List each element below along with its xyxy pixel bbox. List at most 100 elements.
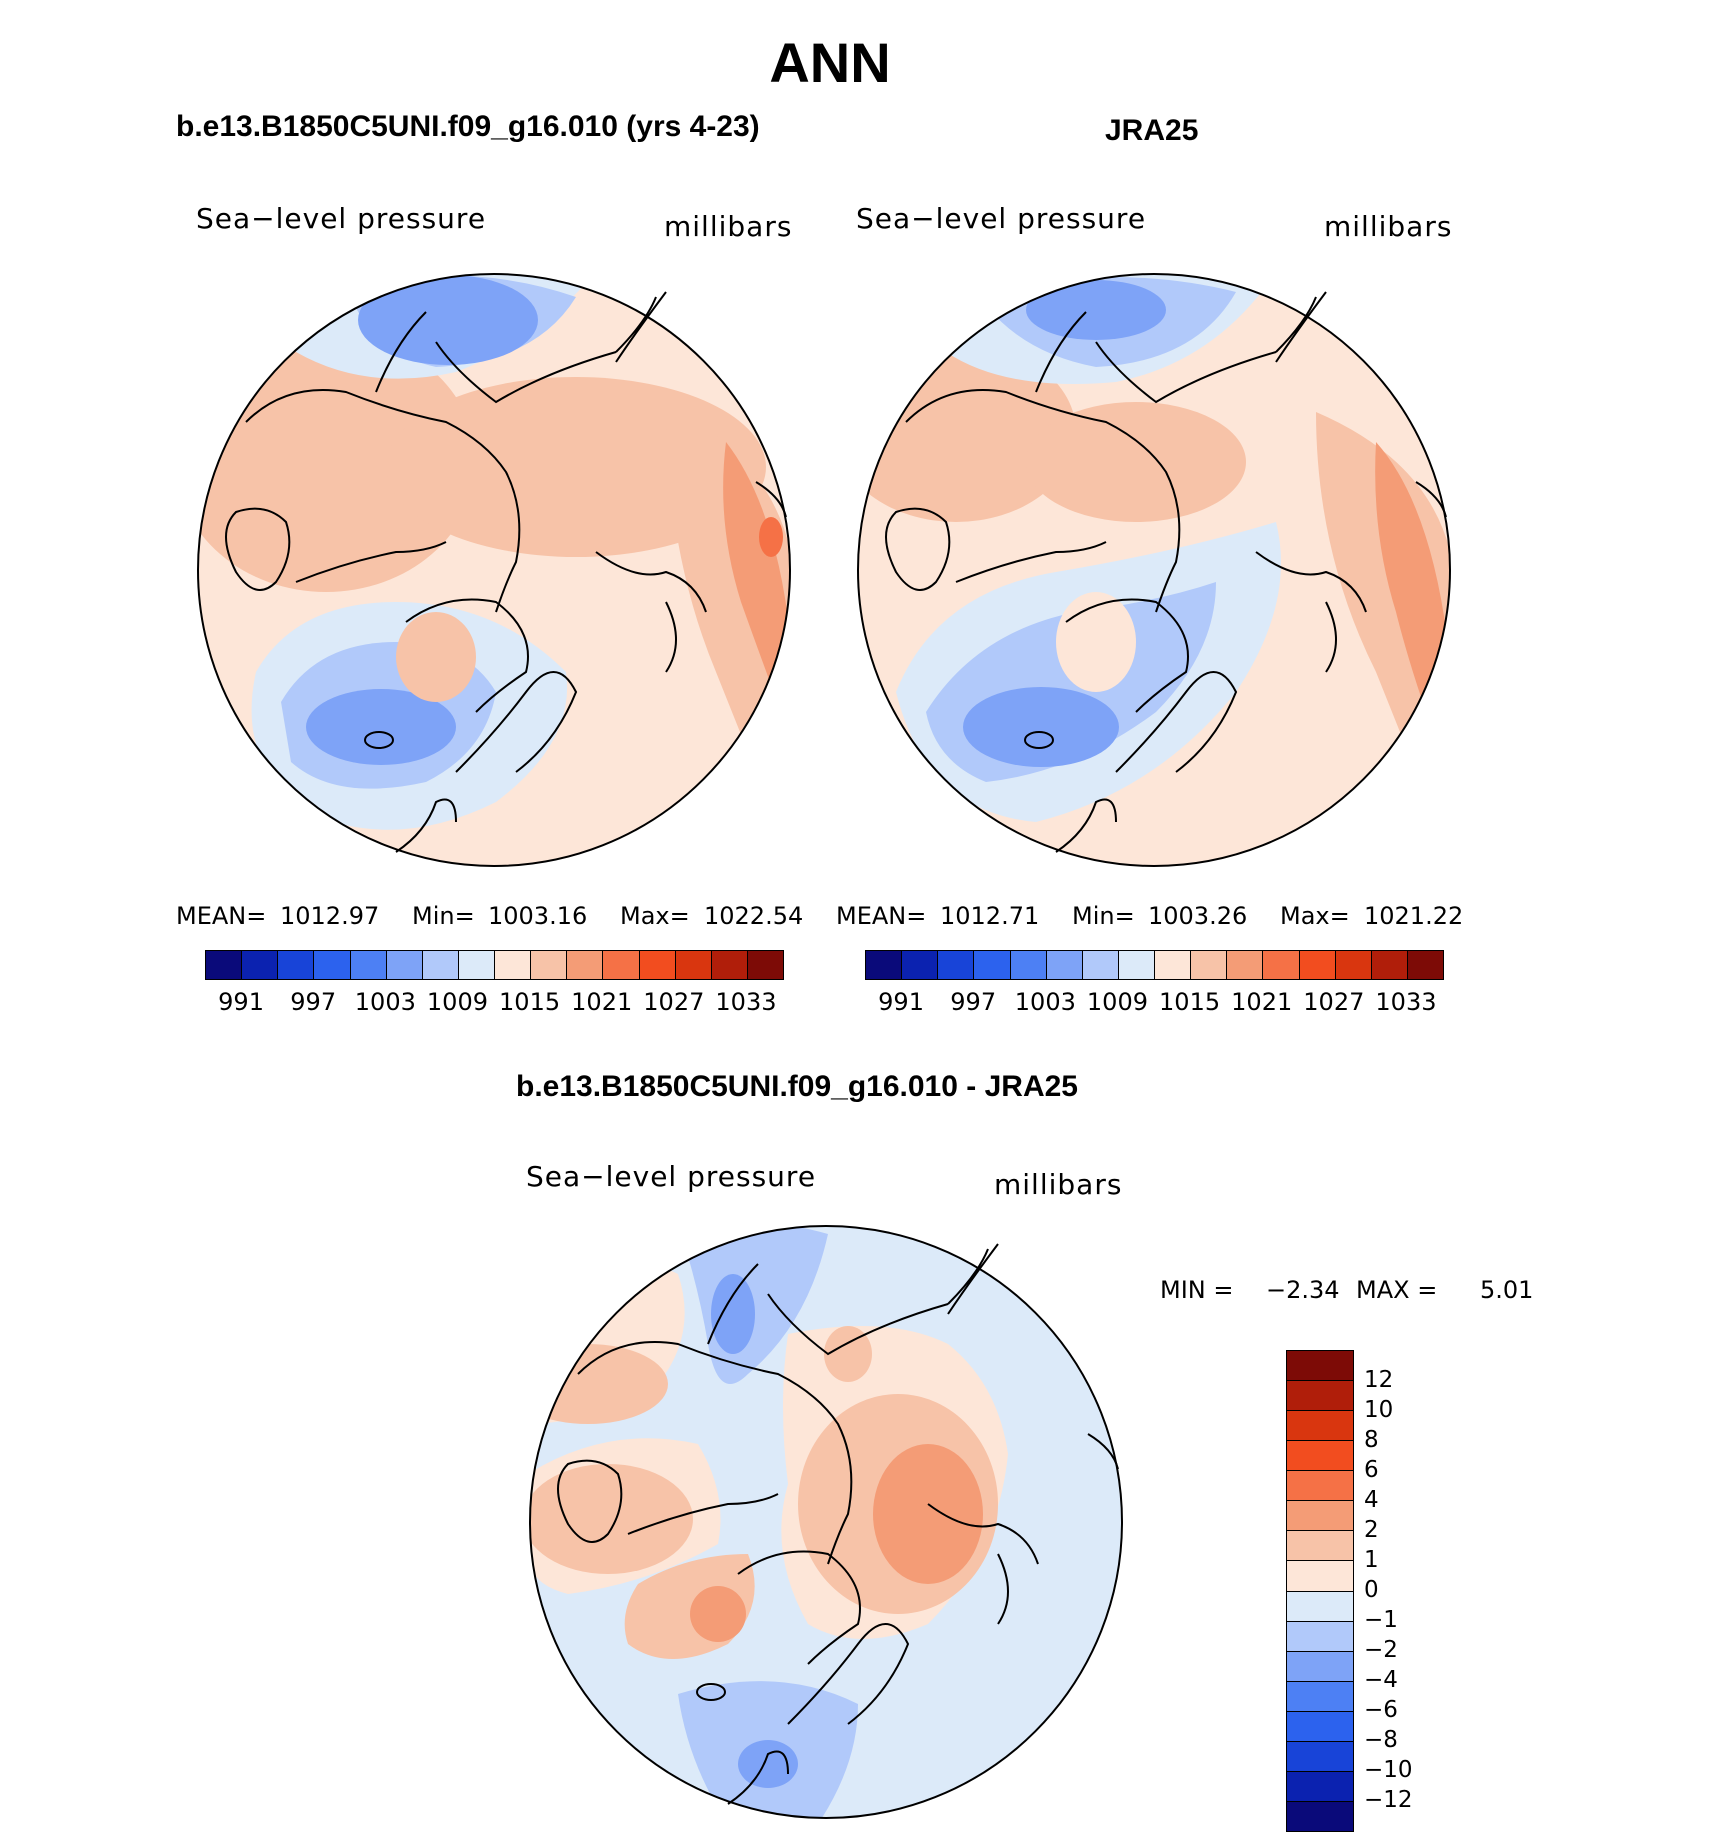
obs-colorbar-cell: [1046, 951, 1083, 979]
diff-colorbar-tick-label: 12: [1364, 1367, 1394, 1393]
diff-colorbar-cell: [1287, 1351, 1353, 1382]
model-contour-icelandic-core: [306, 689, 456, 765]
diff-colorbar-tick-label: 10: [1364, 1397, 1394, 1423]
model-colorbar-cell: [531, 951, 568, 979]
model-colorbar-cell: [350, 951, 387, 979]
model-panel-title: b.e13.B1850C5UNI.f09_g16.010 (yrs 4-23): [176, 110, 760, 143]
obs-colorbar-cell: [1263, 951, 1300, 979]
model-colorbar-tick-label: 1027: [643, 988, 705, 1016]
obs-coastlines: [885, 291, 1447, 853]
diff-colorbar-tick-label: −8: [1364, 1727, 1398, 1753]
model-colorbar-ticks: 991 997 1003 1009 1015 1021 1027 1033: [205, 988, 782, 1018]
obs-colorbar-cell: [974, 951, 1011, 979]
diff-colorbar-tick-label: −1: [1364, 1607, 1398, 1633]
diff-colorbar-tick-label: 2: [1364, 1517, 1379, 1543]
obs-colorbar-cell: [1407, 951, 1443, 979]
obs-colorbar-cell: [1335, 951, 1372, 979]
model-colorbar-cell: [314, 951, 351, 979]
model-min-value: 1003.16: [488, 902, 588, 930]
diff-min-value: −2.34: [1266, 1276, 1340, 1304]
obs-min-label: Min=: [1072, 902, 1135, 930]
diff-contour-asia-high: [530, 1464, 693, 1574]
model-contour-max: [759, 517, 783, 557]
obs-max-value: 1021.22: [1364, 902, 1464, 930]
diff-colorbar-cell: [1287, 1471, 1353, 1502]
model-colorbar-cell: [386, 951, 423, 979]
diff-coastlines: [557, 1243, 1119, 1805]
obs-panel-title: JRA25: [1105, 114, 1199, 147]
diff-colorbar-cell: [1287, 1381, 1353, 1412]
model-map-border: [197, 273, 791, 867]
obs-contour-high-arctic: [1026, 402, 1246, 522]
obs-colorbar-cell: [1082, 951, 1119, 979]
obs-colorbar-tick-label: 1027: [1303, 988, 1365, 1016]
model-contour-greenland-high: [396, 612, 476, 702]
diff-contour-greenland-core: [690, 1586, 746, 1642]
obs-colorbar-tick-label: 1015: [1159, 988, 1221, 1016]
diff-polar-map: [529, 1225, 1123, 1819]
obs-colorbar-tick-label: 1003: [1014, 988, 1076, 1016]
diff-colorbar-cell: [1287, 1411, 1353, 1442]
obs-colorbar-tick-label: 1033: [1375, 988, 1437, 1016]
diff-colorbar-tick-label: 6: [1364, 1457, 1379, 1483]
diff-colorbar-tick-label: −2: [1364, 1637, 1398, 1663]
model-mean-value: 1012.97: [280, 902, 380, 930]
diff-colorbar-cell: [1287, 1681, 1353, 1712]
obs-mean-value: 1012.71: [940, 902, 1040, 930]
obs-contour-aleutian-core: [1026, 280, 1166, 340]
model-colorbar-cell: [711, 951, 748, 979]
diff-map-border: [529, 1225, 1123, 1819]
diff-colorbar-tick-label: −12: [1364, 1787, 1413, 1813]
obs-colorbar: [865, 950, 1444, 980]
obs-colorbar-cell: [902, 951, 939, 979]
model-colorbar: [205, 950, 784, 980]
obs-colorbar-tick-label: 997: [950, 988, 997, 1016]
model-colorbar-tick-label: 1003: [354, 988, 416, 1016]
diff-colorbar-tick-label: −10: [1364, 1757, 1413, 1783]
model-polar-map: [197, 273, 791, 867]
diff-contour-small-pos: [824, 1326, 872, 1382]
model-mean-label: MEAN=: [176, 902, 267, 930]
model-colorbar-tick-label: 1021: [571, 988, 633, 1016]
model-colorbar-cell: [278, 951, 315, 979]
model-colorbar-tick-label: 1033: [715, 988, 777, 1016]
diff-contour-pos-w: [530, 1344, 668, 1424]
diff-colorbar-cell: [1287, 1441, 1353, 1472]
obs-colorbar-cell: [1118, 951, 1155, 979]
diff-colorbar-cell: [1287, 1771, 1353, 1802]
diff-field-label: Sea−level pressure: [526, 1160, 817, 1193]
obs-colorbar-cell: [1010, 951, 1047, 979]
model-coastlines: [225, 291, 787, 853]
model-min-label: Min=: [412, 902, 475, 930]
obs-contour-icelandic-core: [963, 687, 1119, 767]
obs-colorbar-cell: [1191, 951, 1228, 979]
obs-colorbar-tick-label: 1009: [1086, 988, 1148, 1016]
diff-colorbar-tick-label: 1: [1364, 1547, 1379, 1573]
diff-max-value: 5.01: [1480, 1276, 1534, 1304]
obs-mean-label: MEAN=: [836, 902, 927, 930]
diff-colorbar-tick-label: −4: [1364, 1667, 1398, 1693]
main-title: ANN: [769, 31, 891, 94]
diff-min-label: MIN =: [1160, 1276, 1234, 1304]
diff-panel-title: b.e13.B1850C5UNI.f09_g16.010 - JRA25: [516, 1070, 1078, 1103]
diff-colorbar-cell: [1287, 1621, 1353, 1652]
obs-colorbar-ticks: 991 997 1003 1009 1015 1021 1027 1033: [865, 988, 1442, 1018]
model-colorbar-cell: [675, 951, 712, 979]
model-colorbar-tick-label: 1009: [426, 988, 488, 1016]
obs-max-label: Max=: [1280, 902, 1350, 930]
obs-colorbar-tick-label: 1021: [1231, 988, 1293, 1016]
diff-colorbar-tick-label: 8: [1364, 1427, 1379, 1453]
model-colorbar-cell: [422, 951, 459, 979]
obs-field-label: Sea−level pressure: [856, 202, 1147, 235]
diff-colorbar-tick-label: −6: [1364, 1697, 1398, 1723]
model-colorbar-tick-label: 997: [290, 988, 337, 1016]
diff-colorbar-cell: [1287, 1801, 1353, 1831]
diff-contour-neg-atlantic-core: [738, 1740, 798, 1788]
model-contour-aleutian-core: [358, 275, 538, 365]
model-colorbar-tick-label: 1015: [499, 988, 561, 1016]
obs-colorbar-cell: [938, 951, 975, 979]
diff-max-label: MAX =: [1356, 1276, 1438, 1304]
model-colorbar-cell: [639, 951, 676, 979]
obs-units-label: millibars: [1324, 210, 1453, 243]
model-colorbar-cell: [458, 951, 495, 979]
